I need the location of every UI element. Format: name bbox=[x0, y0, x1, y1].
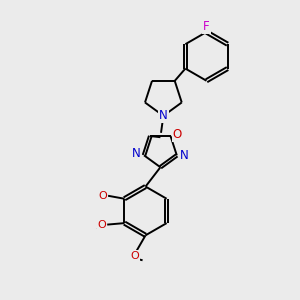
Text: O: O bbox=[98, 220, 106, 230]
Text: F: F bbox=[203, 20, 210, 33]
Text: O: O bbox=[98, 191, 107, 201]
Text: O: O bbox=[172, 128, 182, 141]
Text: O: O bbox=[131, 251, 140, 261]
Text: N: N bbox=[159, 109, 168, 122]
Text: N: N bbox=[180, 149, 189, 162]
Text: N: N bbox=[132, 147, 141, 160]
